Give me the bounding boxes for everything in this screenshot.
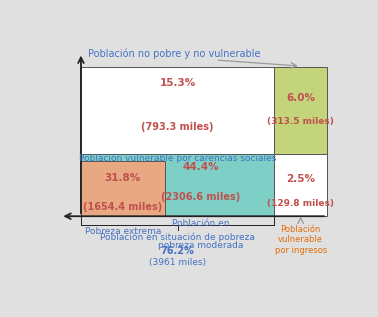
Bar xyxy=(81,161,164,216)
Bar xyxy=(81,67,274,154)
Text: 31.8%: 31.8% xyxy=(105,173,141,183)
Text: (3961 miles): (3961 miles) xyxy=(149,258,206,267)
Text: Población en situación de pobreza: Población en situación de pobreza xyxy=(100,232,255,242)
Text: 6.0%: 6.0% xyxy=(286,93,315,103)
Text: (129.8 miles): (129.8 miles) xyxy=(267,199,334,208)
Bar xyxy=(274,67,327,154)
Text: 44.4%: 44.4% xyxy=(183,162,219,172)
Text: (793.3 miles): (793.3 miles) xyxy=(141,122,214,132)
Text: (1654.4 miles): (1654.4 miles) xyxy=(83,202,163,212)
Text: Pobreza extrema: Pobreza extrema xyxy=(85,227,161,236)
Text: 2.5%: 2.5% xyxy=(286,174,315,184)
Text: 15.3%: 15.3% xyxy=(160,78,196,88)
Text: (313.5 miles): (313.5 miles) xyxy=(267,118,334,126)
Text: Población
vulnerable
por ingresos: Población vulnerable por ingresos xyxy=(274,225,327,255)
Text: (2306.6 miles): (2306.6 miles) xyxy=(161,192,240,202)
Text: Población en: Población en xyxy=(172,219,229,228)
Text: pobreza moderada: pobreza moderada xyxy=(158,241,243,250)
Text: Población no pobre y no vulnerable: Población no pobre y no vulnerable xyxy=(88,48,261,59)
Bar xyxy=(81,154,274,216)
Bar xyxy=(274,154,327,216)
Text: 76.2%: 76.2% xyxy=(161,245,194,256)
Text: Población vulnerable por carencias sociales: Población vulnerable por carencias socia… xyxy=(79,154,276,163)
